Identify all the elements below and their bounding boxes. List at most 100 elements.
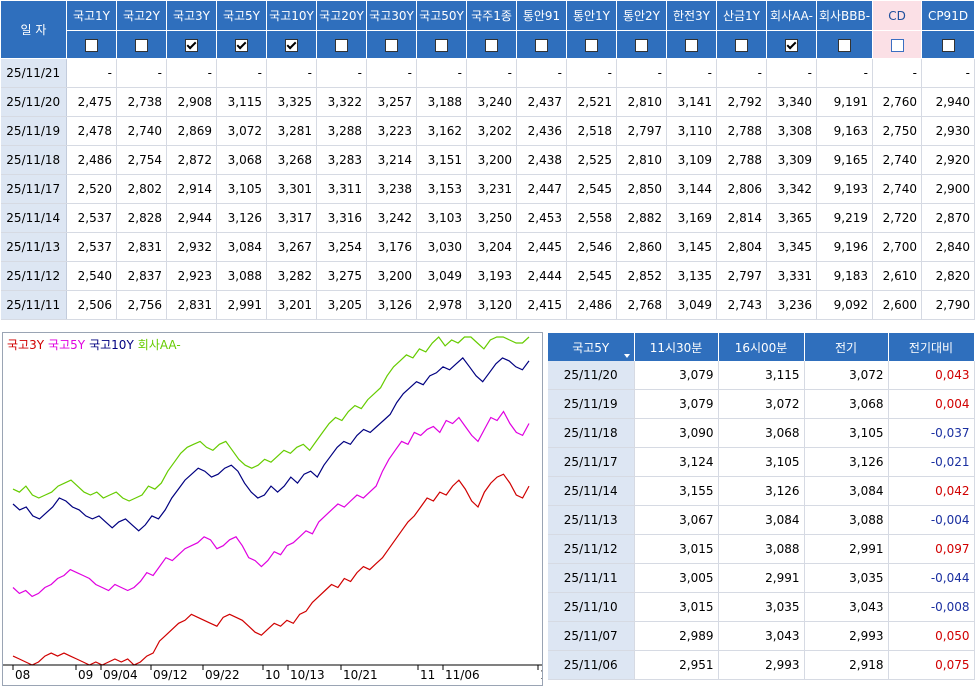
rate-cell: 2,814 bbox=[716, 203, 767, 233]
column-checkbox[interactable] bbox=[85, 38, 98, 52]
x-tick-label: 1 bbox=[540, 668, 542, 682]
series-line-3 bbox=[12, 336, 530, 502]
table-row[interactable]: 25/11/11 3,005 2,991 3,035 -0,044 bbox=[548, 563, 975, 593]
column-checkbox[interactable] bbox=[635, 38, 648, 52]
column-toggle-cell bbox=[316, 30, 367, 59]
table-row[interactable]: 25/11/18 2,486 2,754 2,872 3,068 3,268 3,283 3,… bbox=[0, 145, 975, 175]
rate-cell: 3,257 bbox=[366, 87, 417, 117]
rate-cell: 2,520 bbox=[66, 174, 117, 204]
rate-cell: 2,900 bbox=[921, 174, 975, 204]
detail-column-header[interactable]: 16시00분 bbox=[718, 333, 805, 361]
sort-down-icon[interactable] bbox=[623, 354, 630, 358]
column-checkbox[interactable] bbox=[941, 38, 955, 52]
column-checkbox[interactable] bbox=[485, 38, 498, 52]
table-row[interactable]: 25/11/14 3,155 3,126 3,084 0,042 bbox=[548, 476, 975, 506]
column-checkbox[interactable] bbox=[185, 38, 198, 52]
rate-cell: 3,238 bbox=[366, 174, 417, 204]
column-checkbox[interactable] bbox=[890, 38, 904, 52]
table-row[interactable]: 25/11/19 2,478 2,740 2,869 3,072 3,281 3,288 3,… bbox=[0, 116, 975, 146]
rate-cell: 2,914 bbox=[166, 174, 217, 204]
column-header: 국고2Y bbox=[116, 0, 167, 31]
column-checkbox[interactable] bbox=[735, 38, 748, 52]
table-row[interactable]: 25/11/12 2,540 2,837 2,923 3,088 3,282 3,275 3,… bbox=[0, 261, 975, 291]
column-toggle-cell bbox=[416, 30, 467, 59]
detail-column-header[interactable]: 전기 bbox=[804, 333, 889, 361]
rate-cell: - bbox=[566, 58, 617, 88]
rate-cell: 3,155 bbox=[634, 476, 719, 506]
rate-cell: 3,200 bbox=[466, 145, 517, 175]
column-toggle-cell bbox=[466, 30, 517, 59]
rate-cell: 3,126 bbox=[366, 290, 417, 320]
row-date: 25/11/20 bbox=[548, 361, 635, 390]
table-row[interactable]: 25/11/20 3,079 3,115 3,072 0,043 bbox=[548, 361, 975, 390]
row-date: 25/11/17 bbox=[0, 174, 67, 204]
rate-cell: 2,740 bbox=[872, 145, 922, 175]
rate-cell: 2,750 bbox=[872, 116, 922, 146]
rate-cell: 3,145 bbox=[666, 232, 717, 262]
table-row[interactable]: 25/11/13 2,537 2,831 2,932 3,084 3,267 3,254 3,… bbox=[0, 232, 975, 262]
column-checkbox[interactable] bbox=[535, 38, 548, 52]
rate-cell: 2,852 bbox=[616, 261, 667, 291]
rate-cell: 3,049 bbox=[416, 261, 467, 291]
column-checkbox[interactable] bbox=[785, 38, 798, 52]
x-tick-label: 10 bbox=[265, 668, 280, 682]
rate-cell: 3,275 bbox=[316, 261, 367, 291]
table-row[interactable]: 25/11/13 3,067 3,084 3,088 -0,004 bbox=[548, 505, 975, 535]
column-checkbox[interactable] bbox=[685, 38, 698, 52]
rate-cell: 3,202 bbox=[466, 116, 517, 146]
table-row[interactable]: 25/11/10 3,015 3,035 3,043 -0,008 bbox=[548, 592, 975, 622]
column-checkbox[interactable] bbox=[838, 38, 851, 52]
rate-cell: 3,365 bbox=[766, 203, 817, 233]
rate-cell: 2,788 bbox=[716, 145, 767, 175]
row-date: 25/11/07 bbox=[548, 621, 635, 651]
table-row[interactable]: 25/11/20 2,475 2,738 2,908 3,115 3,325 3,322 3,… bbox=[0, 87, 975, 117]
column-toggle-cell bbox=[166, 30, 217, 59]
detail-header-label: 전기 bbox=[834, 340, 858, 355]
column-checkbox[interactable] bbox=[235, 38, 248, 52]
rate-cell: 3,141 bbox=[666, 87, 717, 117]
column-checkbox[interactable] bbox=[385, 38, 398, 52]
table-row[interactable]: 25/11/07 2,989 3,043 2,993 0,050 bbox=[548, 621, 975, 651]
rate-cell: 2,756 bbox=[116, 290, 167, 320]
rate-cell: 3,281 bbox=[266, 116, 317, 146]
table-row[interactable]: 25/11/17 3,124 3,105 3,126 -0,021 bbox=[548, 447, 975, 477]
detail-column-header[interactable]: 전기대비 bbox=[888, 333, 975, 361]
column-checkbox[interactable] bbox=[135, 38, 148, 52]
rate-cell: 9,219 bbox=[816, 203, 873, 233]
rate-cell: 3,005 bbox=[634, 563, 719, 593]
rate-cell: 2,872 bbox=[166, 145, 217, 175]
table-row[interactable]: 25/11/19 3,079 3,072 3,068 0,004 bbox=[548, 389, 975, 419]
column-header: 통안2Y bbox=[616, 0, 667, 31]
rate-cell: - bbox=[266, 58, 317, 88]
rate-cell: 3,079 bbox=[634, 361, 719, 390]
column-checkbox[interactable] bbox=[435, 38, 448, 52]
rate-cell: 2,989 bbox=[634, 621, 719, 651]
column-checkbox[interactable] bbox=[285, 38, 298, 52]
rate-cell: 2,869 bbox=[166, 116, 217, 146]
rate-cell: 2,415 bbox=[516, 290, 567, 320]
table-row[interactable]: 25/11/17 2,520 2,802 2,914 3,105 3,301 3,311 3,… bbox=[0, 174, 975, 204]
column-toggle-cell bbox=[872, 30, 922, 59]
table-row[interactable]: 25/11/18 3,090 3,068 3,105 -0,037 bbox=[548, 418, 975, 448]
yield-chart[interactable]: 국고3Y 국고5Y 국고10Y 회사AA- 08 09 09/04 09/12 09/22 10… bbox=[2, 332, 543, 686]
table-row[interactable]: 25/11/14 2,537 2,828 2,944 3,126 3,317 3,316 3,… bbox=[0, 203, 975, 233]
rate-cell: 2,850 bbox=[616, 174, 667, 204]
rate-cell: 2,792 bbox=[716, 87, 767, 117]
column-checkbox[interactable] bbox=[335, 38, 348, 52]
rate-cell: 3,105 bbox=[718, 447, 805, 477]
table-row[interactable]: 25/11/12 3,015 3,088 2,991 0,097 bbox=[548, 534, 975, 564]
rate-cell: 2,797 bbox=[616, 116, 667, 146]
rate-cell: 3,068 bbox=[804, 389, 889, 419]
column-checkbox[interactable] bbox=[585, 38, 598, 52]
series-line-0 bbox=[12, 473, 530, 666]
rate-cell: 2,558 bbox=[566, 203, 617, 233]
table-row[interactable]: 25/11/11 2,506 2,756 2,831 2,991 3,201 3,205 3,… bbox=[0, 290, 975, 320]
detail-column-header[interactable]: 국고5Y bbox=[548, 333, 635, 361]
rate-cell: - bbox=[816, 58, 873, 88]
detail-column-header[interactable]: 11시30분 bbox=[634, 333, 719, 361]
table-row[interactable]: 25/11/21- - - - - - - - - - - - - - - - - - bbox=[0, 58, 975, 88]
detail-table: 국고5Y 11시30분 16시00분 전기 전기대비 25/11/20 3,079 3,11… bbox=[548, 333, 978, 686]
change-cell: -0,037 bbox=[888, 418, 975, 448]
rate-cell: 3,015 bbox=[634, 592, 719, 622]
table-row[interactable]: 25/11/06 2,951 2,993 2,918 0,075 bbox=[548, 650, 975, 680]
